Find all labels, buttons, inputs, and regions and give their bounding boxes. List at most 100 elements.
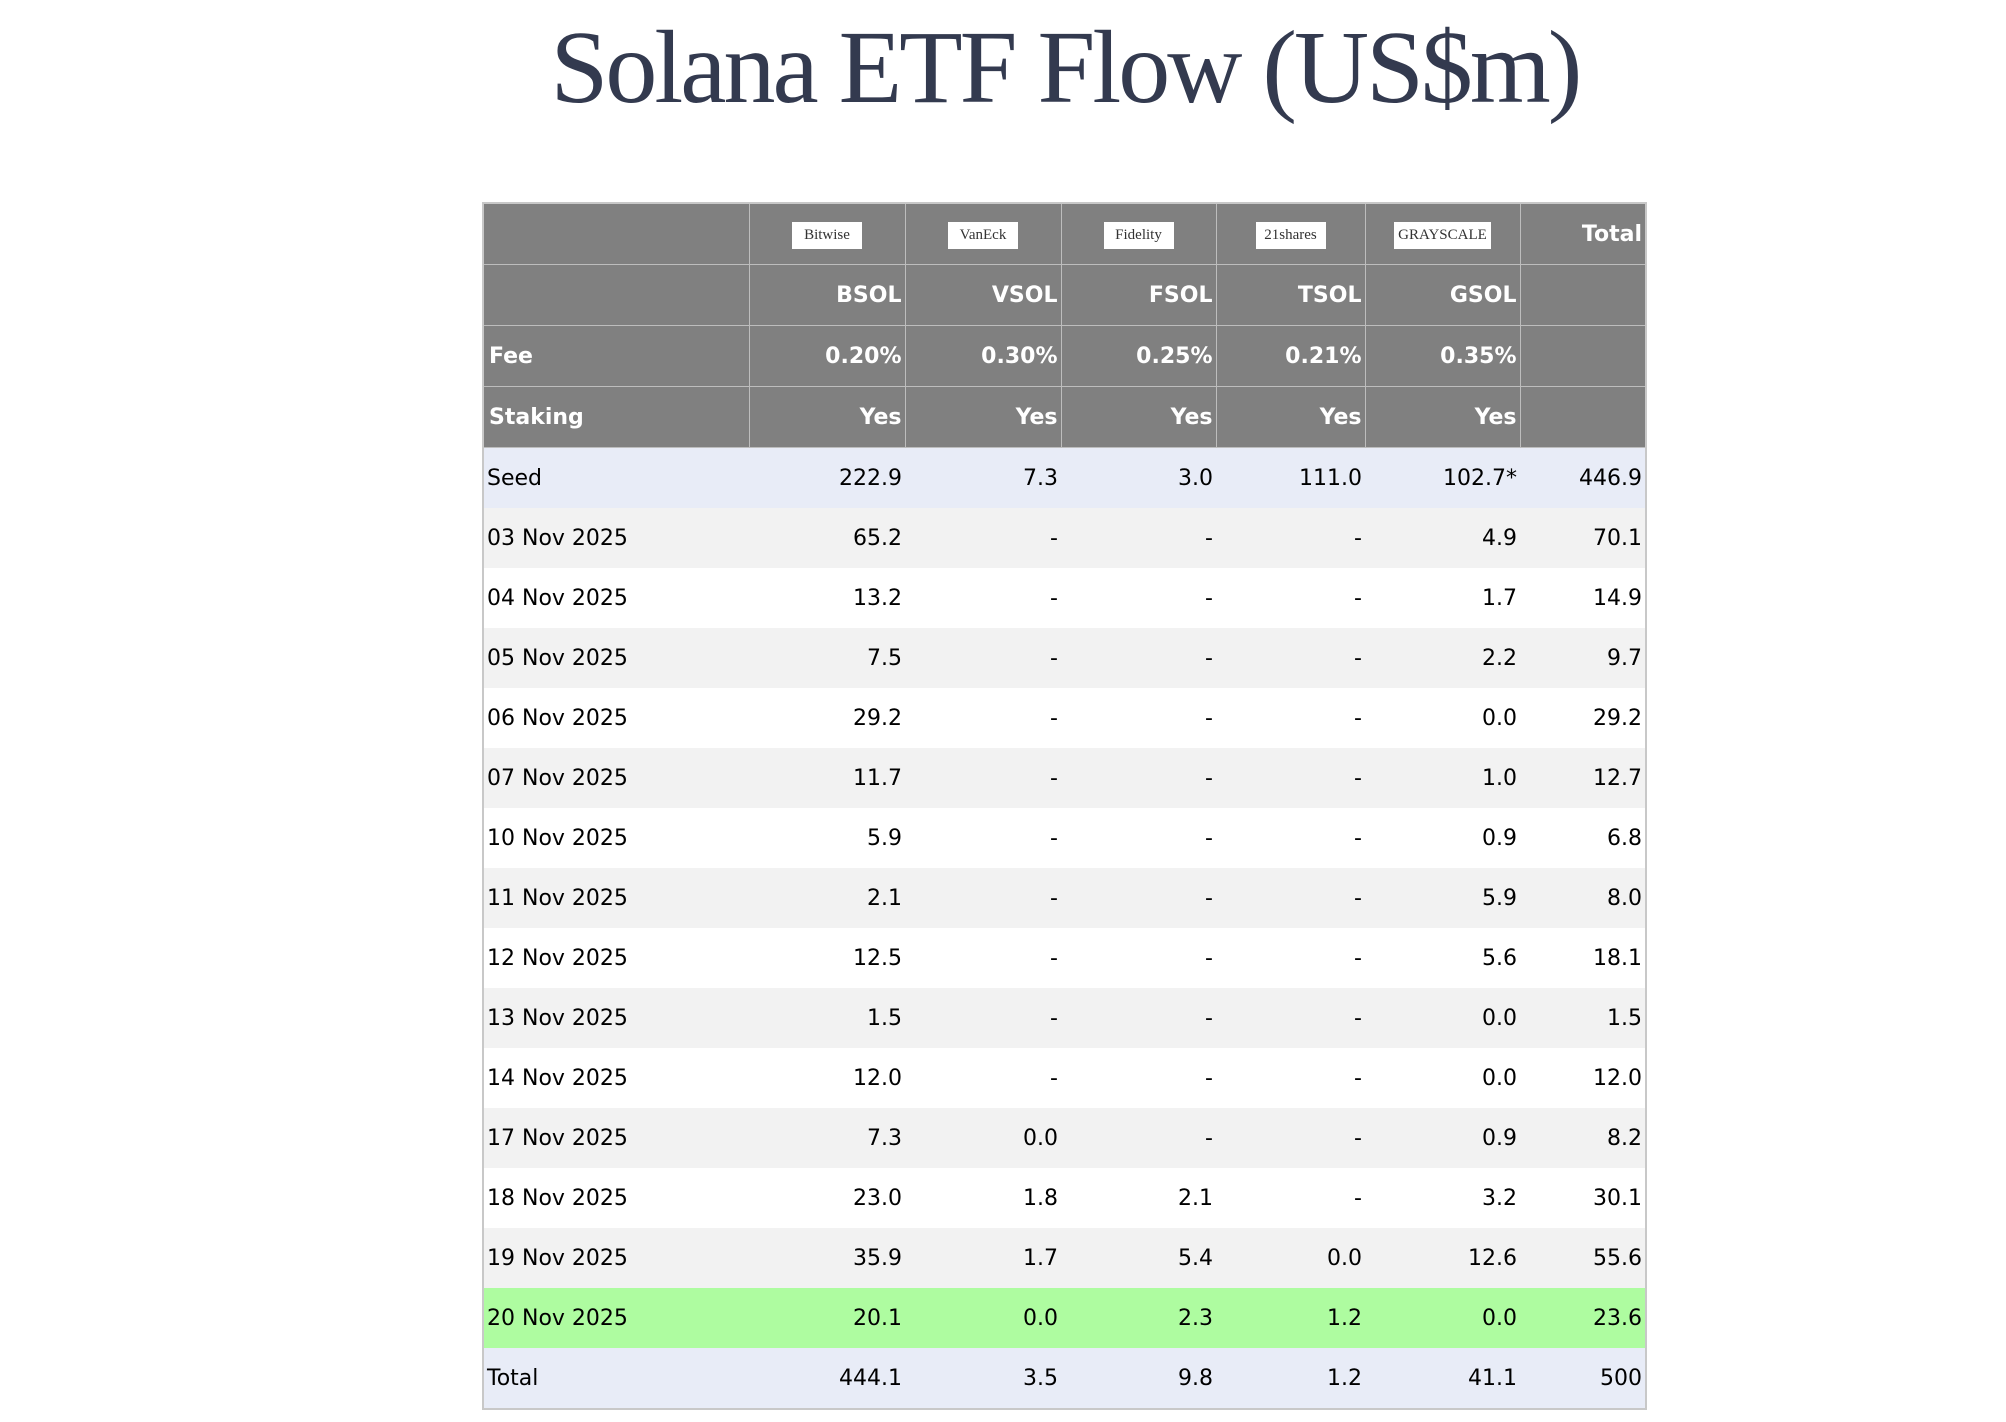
flow-value: 5.6 [1365, 928, 1520, 988]
flow-value: 0.0 [1216, 1228, 1365, 1288]
row-label: 17 Nov 2025 [483, 1108, 749, 1168]
flow-value: - [1061, 1108, 1216, 1168]
fee-value: 0.35% [1364, 325, 1521, 387]
flow-value: - [1216, 508, 1365, 568]
header-cell [1519, 386, 1647, 448]
flow-value: - [1216, 868, 1365, 928]
flow-value: - [1216, 1168, 1365, 1228]
flow-value: - [1216, 628, 1365, 688]
fee-value: 0.20% [748, 325, 906, 387]
header-row: Bitwise VanEck Fidelity 21shares GRAYSCALE To… [482, 202, 1647, 265]
flow-value: - [905, 748, 1061, 808]
header-cell [1519, 325, 1647, 387]
flow-value: 3.5 [905, 1348, 1061, 1409]
flow-value: 12.5 [749, 928, 905, 988]
flow-value: - [905, 988, 1061, 1048]
logo-cell: VanEck [904, 202, 1062, 265]
header-cell [1519, 264, 1647, 326]
staking-value: Yes [1060, 386, 1217, 448]
row-label: 10 Nov 2025 [483, 808, 749, 868]
flow-value: - [1216, 1048, 1365, 1108]
fund-logo: Bitwise [792, 221, 862, 249]
flow-value: 0.0 [905, 1288, 1061, 1348]
header-row: Fee 0.20% 0.30% 0.25% 0.21% 0.35% [482, 325, 1647, 387]
row-label: 19 Nov 2025 [483, 1228, 749, 1288]
ticker: VSOL [904, 264, 1062, 326]
flow-value: 0.0 [1365, 1288, 1520, 1348]
row-label: 12 Nov 2025 [483, 928, 749, 988]
data-row: 13 Nov 2025 1.5- - -0.0 1.5 [483, 988, 1646, 1048]
row-label: 05 Nov 2025 [483, 628, 749, 688]
fee-label: Fee [482, 325, 750, 387]
flow-value: - [1061, 868, 1216, 928]
row-total: 6.8 [1520, 808, 1646, 868]
data-row: 11 Nov 2025 2.1- - -5.9 8.0 [483, 868, 1646, 928]
flow-value: - [905, 568, 1061, 628]
data-row: 10 Nov 2025 5.9- - -0.9 6.8 [483, 808, 1646, 868]
flow-value: - [1061, 808, 1216, 868]
flow-value: - [905, 1048, 1061, 1108]
flow-value: - [1061, 688, 1216, 748]
flow-value: 20.1 [749, 1288, 905, 1348]
flow-value: 5.4 [1061, 1228, 1216, 1288]
row-label: 13 Nov 2025 [483, 988, 749, 1048]
flow-value: 41.1 [1365, 1348, 1520, 1409]
flow-value: 9.8 [1061, 1348, 1216, 1409]
data-row: 19 Nov 2025 35.9 1.7 5.4 0.0 12.6 55.6 [483, 1228, 1646, 1288]
flow-value: 0.0 [1365, 688, 1520, 748]
ticker: FSOL [1060, 264, 1217, 326]
row-total: 12.0 [1520, 1048, 1646, 1108]
row-total: 500 [1520, 1348, 1646, 1409]
row-label: Seed [483, 447, 749, 508]
row-label: 18 Nov 2025 [483, 1168, 749, 1228]
fund-logo: VanEck [948, 221, 1018, 249]
logo-cell: Bitwise [748, 202, 906, 265]
row-total: 55.6 [1520, 1228, 1646, 1288]
flow-value: - [1216, 1108, 1365, 1168]
ticker: GSOL [1364, 264, 1521, 326]
row-total: 23.6 [1520, 1288, 1646, 1348]
flow-value: 11.7 [749, 748, 905, 808]
fee-value: 0.21% [1215, 325, 1366, 387]
flow-value: 1.2 [1216, 1288, 1365, 1348]
page-title: Solana ETF Flow (US$m) [550, 10, 1583, 125]
flow-value: - [1216, 748, 1365, 808]
row-total: 8.0 [1520, 868, 1646, 928]
flow-value: - [1216, 808, 1365, 868]
header-row: BSOL VSOL FSOL TSOL GSOL [482, 264, 1647, 326]
row-label: 03 Nov 2025 [483, 508, 749, 568]
flow-value: 1.7 [905, 1228, 1061, 1288]
staking-value: Yes [748, 386, 906, 448]
flow-value: - [1061, 508, 1216, 568]
header-row: Staking Yes Yes Yes Yes Yes [482, 386, 1647, 448]
flow-value: - [905, 628, 1061, 688]
data-row: 03 Nov 2025 65.2- - -4.9 70.1 [483, 508, 1646, 568]
flow-value: 3.0 [1061, 447, 1216, 508]
row-total: 446.9 [1520, 447, 1646, 508]
logo-cell: GRAYSCALE [1364, 202, 1521, 265]
flow-value: - [1216, 688, 1365, 748]
flow-value: - [905, 928, 1061, 988]
staking-value: Yes [904, 386, 1062, 448]
logo-cell: 21shares [1215, 202, 1366, 265]
row-total: 18.1 [1520, 928, 1646, 988]
flow-value: 23.0 [749, 1168, 905, 1228]
flow-value: 0.0 [1365, 1048, 1520, 1108]
flow-value: 12.6 [1365, 1228, 1520, 1288]
data-row: 20 Nov 2025 20.1 0.0 2.3 1.2 0.0 23.6 [483, 1288, 1646, 1348]
data-row: 18 Nov 2025 23.0 1.8 2.1-3.2 30.1 [483, 1168, 1646, 1228]
flow-value: 2.1 [1061, 1168, 1216, 1228]
row-total: 14.9 [1520, 568, 1646, 628]
fund-logo: GRAYSCALE [1394, 221, 1491, 249]
row-label: 07 Nov 2025 [483, 748, 749, 808]
row-label: 20 Nov 2025 [483, 1288, 749, 1348]
flow-value: 7.3 [905, 447, 1061, 508]
staking-value: Yes [1215, 386, 1366, 448]
flow-value: 13.2 [749, 568, 905, 628]
ticker: BSOL [748, 264, 906, 326]
flow-value: 12.0 [749, 1048, 905, 1108]
flow-value: 0.0 [905, 1108, 1061, 1168]
flow-value: - [1061, 1048, 1216, 1108]
flow-value: 1.2 [1216, 1348, 1365, 1409]
data-row: 05 Nov 2025 7.5- - -2.2 9.7 [483, 628, 1646, 688]
